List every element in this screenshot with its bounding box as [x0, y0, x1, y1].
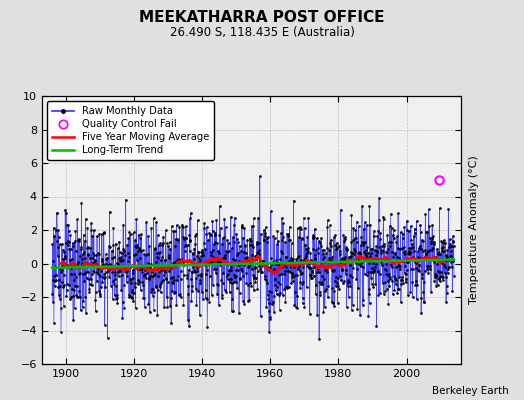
Y-axis label: Temperature Anomaly (°C): Temperature Anomaly (°C)	[470, 156, 479, 304]
Text: MEEKATHARRA POST OFFICE: MEEKATHARRA POST OFFICE	[139, 10, 385, 25]
Legend: Raw Monthly Data, Quality Control Fail, Five Year Moving Average, Long-Term Tren: Raw Monthly Data, Quality Control Fail, …	[47, 101, 214, 160]
Text: 26.490 S, 118.435 E (Australia): 26.490 S, 118.435 E (Australia)	[170, 26, 354, 39]
Text: Berkeley Earth: Berkeley Earth	[432, 386, 508, 396]
